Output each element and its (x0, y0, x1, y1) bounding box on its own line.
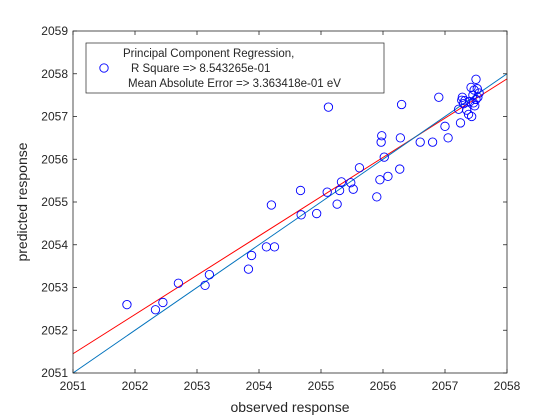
data-point (455, 118, 466, 128)
data-points (122, 74, 484, 315)
legend-title: Principal Component Regression, (123, 48, 294, 60)
fit-line (72, 78, 508, 355)
x-tick-label: 2055 (308, 379, 335, 393)
data-point (395, 133, 406, 143)
data-point (468, 98, 479, 108)
y-tick-label: 2056 (41, 152, 68, 166)
data-point (460, 96, 470, 106)
data-point (434, 92, 444, 102)
legend: Principal Component Regression, R Square… (85, 42, 385, 94)
y-axis-ticks: 2051 2052 2053 2054 2055 2056 2057 2058 2059 (41, 24, 507, 380)
y-tick-label: 2055 (41, 195, 68, 209)
data-point (471, 94, 481, 105)
data-point (474, 88, 484, 98)
regression-lines (72, 73, 508, 374)
data-point (463, 109, 474, 120)
data-point (332, 199, 342, 209)
y-tick-label: 2053 (41, 281, 68, 295)
legend-box (85, 42, 385, 94)
data-point (158, 297, 168, 308)
x-tick-label: 2054 (246, 379, 273, 393)
x-axis-ticks: 2051 2052 2053 2054 2055 2056 2057 2058 (60, 31, 521, 393)
data-point (375, 175, 385, 185)
data-point (312, 208, 322, 219)
data-point (243, 264, 254, 274)
data-point (150, 305, 161, 315)
data-point (246, 250, 257, 261)
x-axis-label: observed response (230, 399, 349, 415)
legend-marker-circle (99, 63, 109, 73)
data-point (204, 270, 215, 280)
y-tick-label: 2054 (41, 238, 68, 252)
x-tick-label: 2053 (184, 379, 211, 393)
data-point (200, 280, 210, 291)
y-tick-label: 2052 (41, 323, 68, 337)
data-point (415, 137, 425, 147)
x-tick-label: 2051 (60, 379, 87, 393)
y-tick-label: 2051 (41, 366, 68, 380)
data-point (269, 242, 280, 252)
data-point (383, 171, 393, 182)
data-point (467, 111, 477, 122)
y-tick-label: 2057 (41, 110, 68, 124)
x-tick-label: 2052 (122, 379, 149, 393)
data-point (376, 137, 386, 147)
data-point (440, 121, 450, 131)
data-point (443, 133, 453, 143)
data-point (336, 177, 347, 187)
data-point (372, 192, 382, 202)
data-point (377, 131, 387, 141)
data-point (427, 137, 438, 147)
x-tick-label: 2058 (494, 379, 521, 393)
x-tick-label: 2056 (370, 379, 397, 393)
data-point (295, 185, 306, 196)
data-point (379, 152, 389, 162)
y-axis-label: predicted response (14, 142, 30, 261)
data-point (395, 164, 405, 174)
data-point (266, 200, 277, 210)
legend-mean-absolute-error: Mean Absolute Error => 3.363418e-01 eV (128, 78, 341, 90)
data-point (396, 99, 407, 110)
y-tick-label: 2059 (41, 24, 68, 38)
data-point (334, 185, 345, 196)
data-point (323, 102, 334, 112)
identity-line (72, 73, 508, 374)
data-point (457, 92, 468, 102)
y-tick-label: 2058 (41, 67, 68, 81)
data-point (322, 187, 332, 197)
data-point (354, 163, 365, 173)
legend-r-square: R Square => 8.543265e-01 (131, 63, 270, 75)
data-point (348, 184, 358, 194)
data-point (122, 299, 132, 310)
x-tick-label: 2057 (432, 379, 459, 393)
data-point (457, 95, 467, 105)
data-point (346, 178, 356, 188)
data-point (462, 105, 472, 115)
data-point (471, 74, 481, 84)
data-point (173, 278, 184, 288)
data-point (296, 210, 306, 220)
